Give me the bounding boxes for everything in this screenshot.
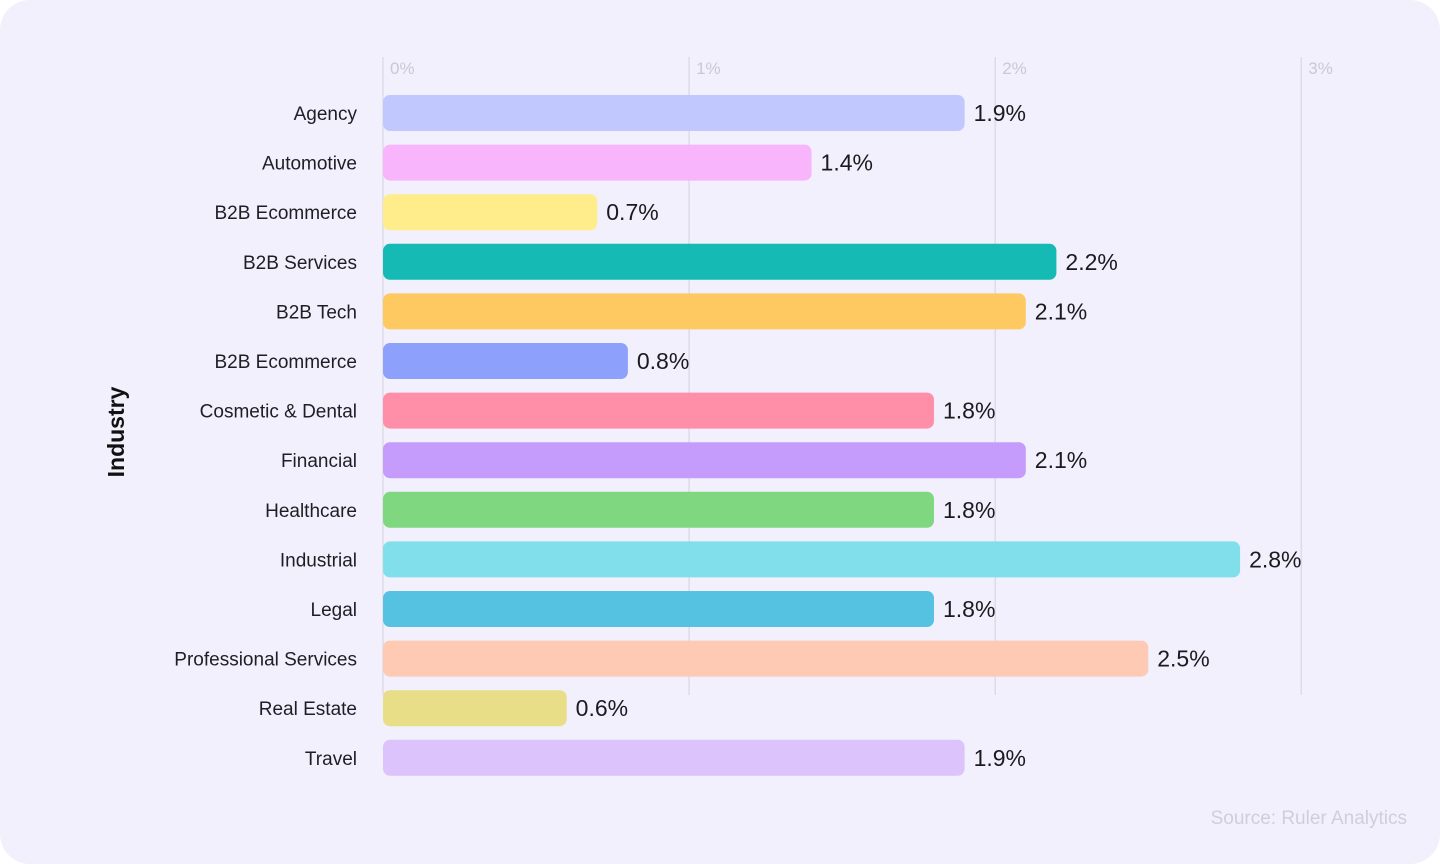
category-label: Cosmetic & Dental — [200, 402, 357, 423]
bar — [383, 194, 598, 231]
x-tick-label: 1% — [696, 59, 721, 78]
bar — [383, 491, 934, 528]
category-label: B2B Ecommerce — [214, 203, 357, 224]
category-label: B2B Tech — [276, 302, 357, 323]
value-label: 1.9% — [974, 100, 1026, 126]
category-label: Industrial — [280, 550, 357, 571]
bar — [383, 95, 965, 131]
bar — [383, 293, 1026, 330]
bar — [383, 541, 1241, 578]
value-label: 0.6% — [576, 695, 628, 721]
value-label: 2.1% — [1035, 447, 1087, 473]
x-tick-labels: 0% 1% 2% 3% — [390, 59, 1333, 78]
bar — [383, 442, 1026, 479]
category-label: Agency — [294, 104, 358, 125]
bar — [383, 343, 628, 379]
category-label: Automotive — [262, 154, 357, 175]
value-label: 1.8% — [943, 497, 995, 523]
bar — [383, 591, 934, 627]
category-label: Real Estate — [259, 699, 357, 720]
value-label: 2.1% — [1035, 298, 1087, 324]
value-label: 1.8% — [943, 398, 995, 424]
value-label: 0.7% — [606, 199, 658, 225]
bar — [383, 690, 567, 727]
x-tick-label: 2% — [1002, 59, 1027, 78]
y-axis-title: Industry — [103, 386, 129, 477]
bar — [383, 739, 965, 776]
value-label: 2.5% — [1157, 646, 1209, 672]
category-label: B2B Ecommerce — [214, 352, 357, 373]
category-labels: Agency Automotive B2B Ecommerce B2B Service… — [174, 104, 357, 770]
value-label: 1.8% — [943, 596, 995, 622]
bar — [383, 243, 1057, 280]
value-labels: 1.9% 1.4% 0.7% 2.2% 2.1% 0.8% 1.8% 2.1% 1.8% 2.8%… — [576, 100, 1302, 771]
category-label: Financial — [281, 451, 357, 472]
value-label: 1.9% — [974, 745, 1026, 771]
category-label: Travel — [305, 749, 357, 770]
value-label: 0.8% — [637, 348, 689, 374]
category-label: Professional Services — [174, 650, 357, 671]
value-label: 1.4% — [821, 150, 873, 176]
bar — [383, 144, 812, 181]
value-label: 2.8% — [1249, 546, 1301, 572]
category-label: B2B Services — [243, 253, 357, 274]
bars — [383, 95, 1241, 776]
x-tick-label: 3% — [1308, 59, 1333, 78]
category-label: Legal — [311, 600, 358, 621]
bar — [383, 640, 1149, 677]
x-tick-label: 0% — [390, 59, 415, 78]
bar — [383, 392, 934, 429]
value-label: 2.2% — [1065, 249, 1117, 275]
source-note: Source: Ruler Analytics — [1210, 808, 1407, 829]
category-label: Healthcare — [265, 501, 357, 522]
